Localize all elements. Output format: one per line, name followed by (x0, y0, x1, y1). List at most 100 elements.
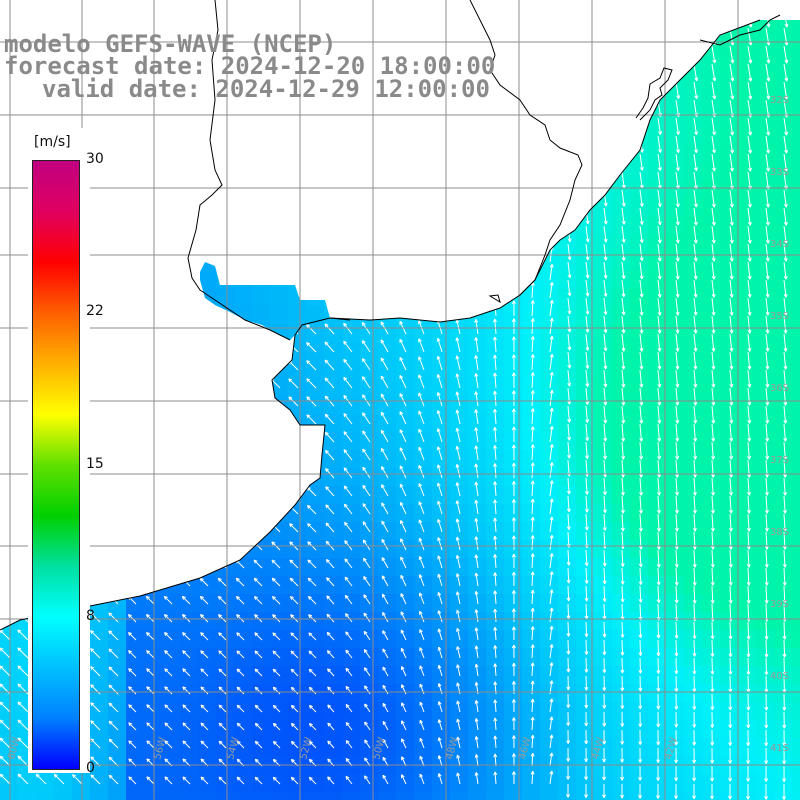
wind-cell (414, 162, 433, 181)
wind-cell (684, 198, 703, 217)
wind-cell (0, 378, 19, 397)
wind-cell (630, 378, 649, 397)
wind-arrow (531, 20, 534, 29)
wind-cell (702, 594, 721, 613)
wind-cell (288, 414, 307, 433)
wind-arrow-head (73, 1, 76, 2)
wind-cell (288, 450, 307, 469)
wind-cell (180, 306, 199, 325)
wind-cell (558, 216, 577, 235)
wind-cell (90, 558, 109, 577)
wind-arrow (783, 45, 788, 64)
wind-arrow-head (622, 131, 625, 135)
wind-cell (162, 288, 181, 307)
wind-cell (288, 126, 307, 145)
wind-cell (504, 522, 523, 541)
wind-cell (540, 162, 559, 181)
wind-cell (720, 252, 739, 271)
wind-cell (702, 216, 721, 235)
wind-cell (594, 378, 613, 397)
wind-cell (252, 468, 271, 487)
wind-cell (0, 504, 19, 523)
wind-cell (432, 180, 451, 199)
wind-cell (126, 234, 145, 253)
wind-arrow-head (19, 127, 24, 130)
wind-cell (144, 342, 163, 361)
wind-cell (252, 396, 271, 415)
wind-cell (738, 108, 757, 127)
wind-cell (630, 414, 649, 433)
wind-cell (684, 288, 703, 307)
wind-cell (612, 738, 631, 757)
wind-cell (198, 360, 217, 379)
wind-cell (486, 360, 505, 379)
wind-cell (522, 450, 541, 469)
wind-cell (252, 0, 271, 19)
wind-cell (684, 360, 703, 379)
wind-cell (288, 108, 307, 127)
wind-cell (216, 414, 235, 433)
wind-arrow (585, 63, 590, 81)
wind-cell (180, 144, 199, 163)
wind-cell (342, 216, 361, 235)
wind-arrow-head (324, 0, 325, 3)
wind-cell (162, 558, 181, 577)
wind-cell (18, 90, 37, 109)
wind-cell (288, 234, 307, 253)
wind-cell (792, 162, 800, 181)
wind-arrow (19, 1, 28, 10)
wind-cell (504, 72, 523, 91)
wind-arrow-head (1, 55, 4, 60)
wind-cell (144, 324, 163, 343)
wind-cell (342, 270, 361, 289)
wind-cell (468, 576, 487, 595)
wind-cell (738, 270, 757, 289)
wind-cell (126, 576, 145, 595)
wind-arrow-head (712, 77, 716, 82)
wind-cell (198, 450, 217, 469)
wind-cell (0, 486, 19, 505)
wind-cell (594, 20, 613, 37)
wind-cell (198, 540, 217, 559)
wind-cell (162, 792, 181, 800)
wind-cell (234, 522, 253, 541)
wind-cell (594, 198, 613, 217)
wind-cell (540, 288, 559, 307)
wind-cell (720, 270, 739, 289)
wind-cell (540, 576, 559, 595)
wind-arrow-head (233, 108, 237, 112)
wind-arrow-head (270, 107, 274, 110)
wind-cell (756, 468, 775, 487)
wind-arrow-head (658, 23, 662, 27)
wind-cell (612, 630, 631, 649)
wind-cell (324, 144, 343, 163)
wind-cell (342, 20, 361, 37)
wind-arrow-head (604, 77, 608, 81)
wind-cell (720, 522, 739, 541)
wind-cell (756, 216, 775, 235)
wind-cell (342, 180, 361, 199)
wind-cell (162, 576, 181, 595)
wind-cell (144, 180, 163, 199)
wind-cell (180, 198, 199, 217)
wind-cell (270, 432, 289, 451)
wind-cell (522, 108, 541, 127)
wind-cell (306, 180, 325, 199)
wind-cell (432, 144, 451, 163)
wind-cell (558, 270, 577, 289)
wind-cell (180, 414, 199, 433)
wind-cell (396, 270, 415, 289)
wind-cell (144, 306, 163, 325)
wind-cell (612, 144, 631, 163)
wind-arrow-head (606, 94, 609, 99)
wind-cell (486, 144, 505, 163)
wind-cell (594, 0, 613, 19)
wind-cell (558, 720, 577, 739)
wind-cell (162, 144, 181, 163)
wind-cell (0, 234, 19, 253)
wind-arrow-head (748, 132, 751, 136)
wind-cell (756, 90, 775, 109)
wind-cell (648, 18, 667, 37)
wind-cell (630, 360, 649, 379)
wind-cell (0, 270, 19, 289)
